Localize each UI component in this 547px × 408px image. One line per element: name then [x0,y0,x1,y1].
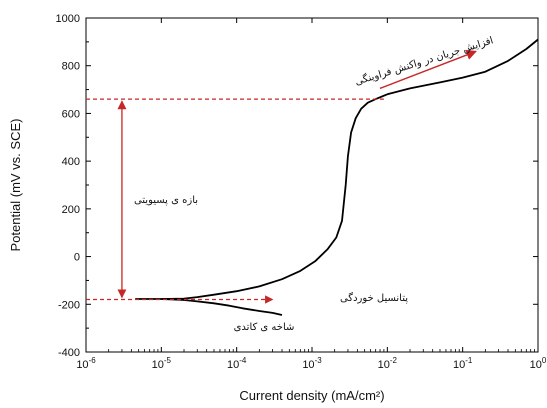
x-tick-label: 10-6 [76,356,96,371]
x-tick-label: 100 [530,356,547,371]
cathodic-curve [161,298,283,316]
annotation-passivity-range: بازه ی پسیویتی [134,195,198,206]
y-axis-title: Potential (mV vs. SCE) [8,119,23,252]
y-tick-label: 200 [62,204,80,216]
annotation-corrosion-potential: پتانسیل خوردگی [340,292,408,304]
annotation-oxygen-evolution: افزایش جریان در واکنش فراوینگی [354,34,495,88]
plot-frame [85,17,539,353]
anodic-curve [135,38,539,300]
y-tick-label: 1000 [56,13,80,25]
x-tick-label: 10-4 [227,356,247,371]
oxygen-evolution-arrow [379,49,477,90]
y-tick-label: 400 [62,156,80,168]
y-tick-label: 800 [62,61,80,73]
y-tick-label: -200 [58,299,80,311]
x-tick-label: 10-3 [302,356,322,371]
y-tick-label: -400 [58,347,80,359]
annotation-cathodic-branch: شاخه ی کاتدی [234,322,295,333]
x-tick-label: 10-2 [378,356,398,371]
x-tick-label: 10-1 [453,356,473,371]
y-tick-label: 600 [62,108,80,120]
x-axis-title: Current density (mA/cm²) [239,388,384,403]
y-tick-label: 0 [74,252,80,264]
x-tick-label: 10-5 [152,356,172,371]
